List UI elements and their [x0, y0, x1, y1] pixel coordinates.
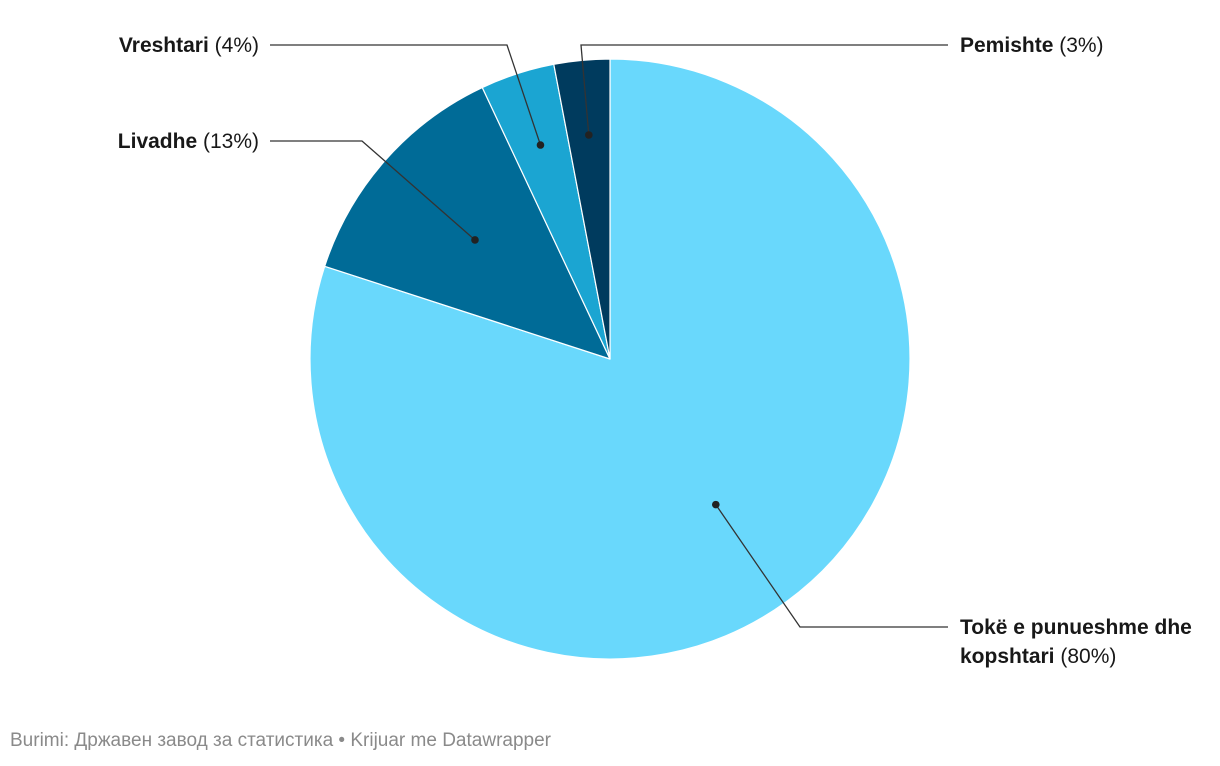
- slice-percent-pemishte: (3%): [1053, 34, 1103, 57]
- slice-label-vreshtari: Vreshtari (4%): [119, 34, 259, 57]
- footer-separator: •: [338, 730, 346, 751]
- source-label: Burimi:: [10, 730, 70, 751]
- chart-footer: Burimi: Државен завод за статистика • Kr…: [10, 730, 551, 752]
- slice-label-pemishte: Pemishte (3%): [960, 34, 1104, 57]
- leader-line-toke-e-punueshme-dhe-kopshtari: [715, 504, 948, 628]
- slice-labels: Tokë e punueshme dhe kopshtari (80%) Livad…: [118, 34, 1192, 668]
- leader-line-livadhe: [270, 140, 476, 241]
- slice-label-toke-e-punueshme-dhe-kopshtari: Tokë e punueshme dhe kopshtari (80%): [960, 616, 1192, 668]
- credit-link[interactable]: Krijuar me Datawrapper: [350, 730, 551, 751]
- leader-dot-vreshtari: [536, 141, 545, 149]
- leader-line-vreshtari: [270, 44, 542, 146]
- source-name: Државен завод за статистика: [74, 730, 334, 751]
- leader-dot-pemishte: [585, 131, 593, 139]
- slice-percent-vreshtari: (4%): [209, 34, 259, 57]
- slice-label-livadhe: Livadhe (13%): [118, 130, 259, 153]
- leader-dot-livadhe: [471, 236, 479, 244]
- slice-percent-livadhe: (13%): [197, 130, 259, 153]
- leader-line-pemishte: [580, 44, 948, 136]
- slice-percent-toke-e-punueshme-dhe-kopshtari: (80%): [1055, 645, 1117, 668]
- pie-slices: [309, 58, 911, 660]
- leader-dot-toke-e-punueshme-dhe-kopshtari: [712, 500, 720, 509]
- leader-lines: [270, 44, 948, 628]
